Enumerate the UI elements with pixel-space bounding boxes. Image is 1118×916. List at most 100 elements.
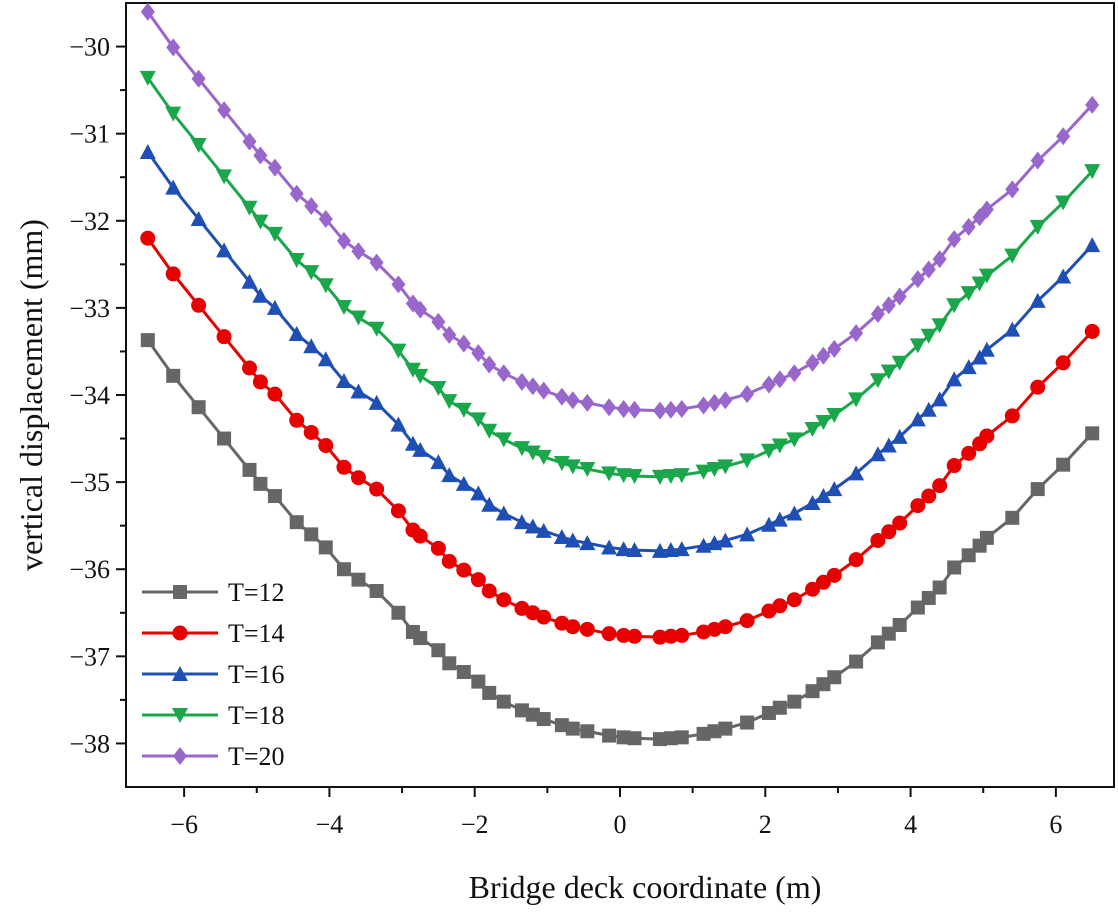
data-point [413, 300, 428, 319]
data-point [786, 432, 803, 448]
data-point [580, 724, 595, 739]
data-point [456, 334, 471, 353]
legend-item: T=14 [142, 619, 285, 648]
legend-marker [172, 666, 188, 681]
data-point [910, 498, 926, 514]
x-tick-label: 0 [614, 810, 627, 839]
data-point [335, 373, 352, 389]
data-point [971, 276, 988, 292]
data-point [390, 343, 407, 359]
data-point [805, 684, 820, 699]
series-T=16 [139, 143, 1101, 558]
data-point [772, 598, 788, 614]
data-point [554, 387, 569, 406]
data-point [662, 469, 679, 485]
data-point [616, 399, 631, 418]
data-point [870, 532, 886, 548]
legend-label: T=12 [228, 578, 285, 607]
data-point [652, 401, 667, 420]
data-point [1029, 219, 1046, 235]
data-point [412, 441, 429, 457]
data-point [482, 685, 497, 700]
data-point [304, 527, 319, 542]
y-tick-label: −37 [69, 642, 110, 671]
data-point [565, 619, 581, 635]
data-point [470, 412, 487, 428]
data-point [351, 242, 366, 261]
data-point [696, 726, 711, 741]
data-point [881, 626, 896, 641]
data-point [336, 562, 351, 577]
series-line [146, 237, 1094, 639]
data-point [471, 344, 486, 363]
data-point [947, 230, 962, 249]
y-tick-label: −38 [69, 729, 110, 758]
data-point [815, 415, 832, 431]
data-point [289, 412, 305, 428]
data-point [880, 437, 897, 453]
data-point [456, 665, 471, 680]
data-point [696, 396, 711, 415]
data-point [318, 438, 334, 454]
data-point [303, 265, 320, 281]
data-point [909, 338, 926, 354]
data-point [565, 721, 580, 736]
data-point [971, 349, 988, 365]
data-point [674, 627, 690, 643]
data-point [717, 532, 734, 548]
data-point [565, 391, 580, 410]
data-point [304, 196, 319, 215]
series-line [146, 339, 1094, 741]
data-point [350, 383, 367, 399]
data-point [651, 542, 668, 558]
y-tick-label: −33 [69, 294, 110, 323]
data-point [1055, 195, 1072, 211]
data-point [266, 299, 283, 315]
data-point [921, 590, 936, 605]
data-point [303, 338, 320, 354]
x-tick-label: −2 [461, 810, 489, 839]
data-point [979, 428, 995, 444]
y-axis-title: vertical displacement (mm) [13, 219, 49, 571]
data-point [815, 574, 831, 590]
data-point [368, 394, 385, 410]
legend-label: T=14 [228, 619, 285, 648]
data-point [674, 730, 689, 745]
data-point [761, 375, 776, 394]
data-point [564, 459, 581, 475]
data-point [289, 184, 304, 203]
data-point [536, 381, 551, 400]
data-point [651, 469, 668, 485]
y-tick-label: −31 [69, 120, 110, 149]
data-point [849, 654, 864, 669]
data-point [961, 548, 976, 563]
data-point [760, 443, 777, 459]
legend-label: T=18 [228, 701, 285, 730]
data-point [441, 467, 458, 483]
legend-label: T=16 [228, 660, 285, 689]
data-point [739, 526, 756, 542]
data-point [761, 705, 776, 720]
y-tick-label: −35 [69, 468, 110, 497]
data-point [369, 481, 385, 497]
data-point [663, 731, 678, 746]
data-point [289, 515, 304, 530]
series-T=12 [140, 333, 1100, 747]
data-point [739, 453, 756, 469]
data-point [909, 411, 926, 427]
data-point [216, 329, 232, 345]
data-point [241, 200, 258, 216]
data-point [601, 539, 618, 555]
data-point [707, 393, 722, 412]
data-point [514, 703, 529, 718]
y-tick-label: −36 [69, 555, 110, 584]
data-point [166, 38, 181, 57]
series-T=18 [139, 70, 1101, 485]
data-point [580, 393, 595, 412]
data-point [805, 581, 821, 597]
data-point [481, 496, 498, 512]
x-axis-title: Bridge deck coordinate (m) [469, 869, 822, 905]
data-point [139, 143, 156, 159]
data-point [616, 627, 632, 643]
data-point [166, 368, 181, 383]
